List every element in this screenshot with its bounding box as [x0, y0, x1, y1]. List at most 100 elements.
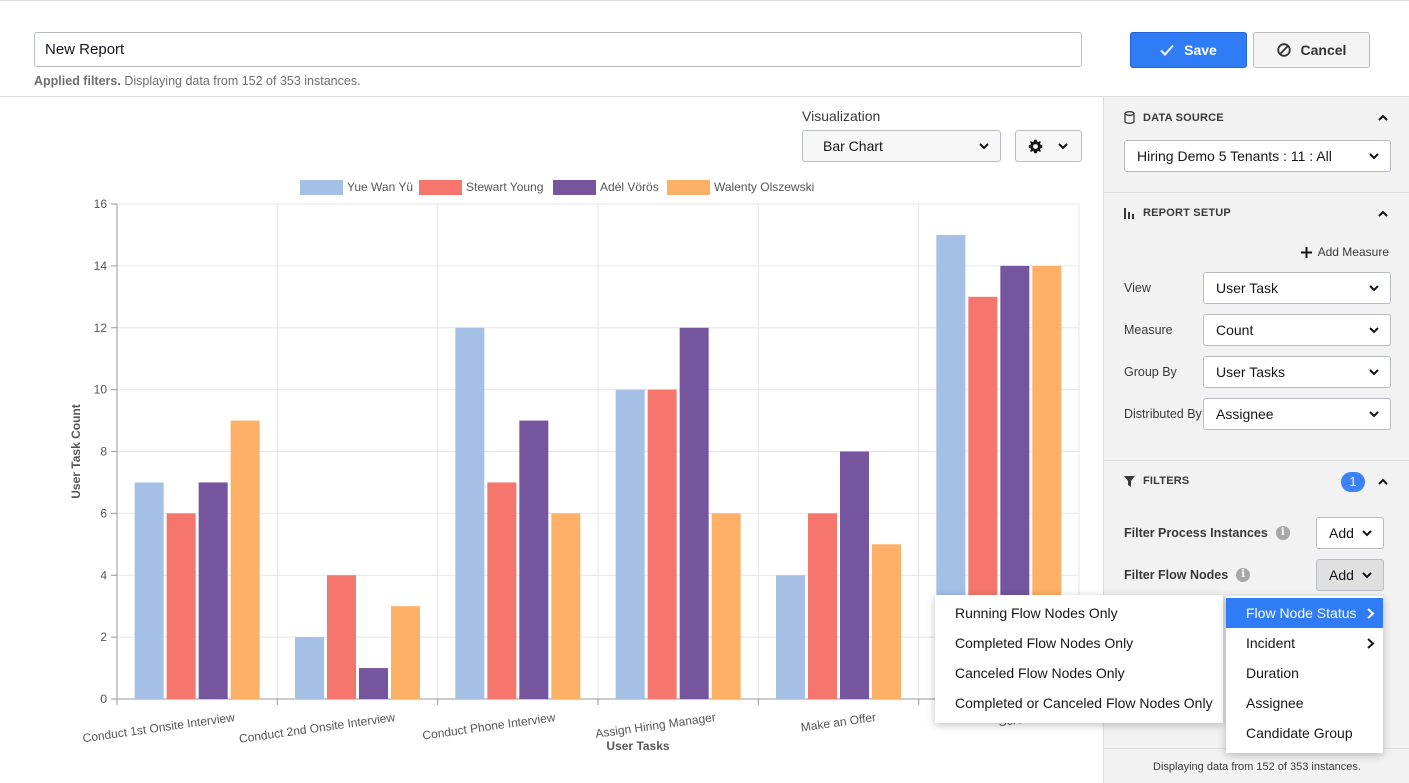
menu-item-assignee[interactable]: Assignee [1246, 695, 1304, 711]
y-tick-label: 4 [100, 568, 107, 582]
bar [487, 482, 517, 699]
chevron-right-icon [1367, 608, 1375, 619]
chevron-down-icon [1362, 572, 1372, 579]
chart-settings-button[interactable] [1015, 130, 1082, 162]
legend-label: Walenty Olszewski [714, 180, 814, 194]
instances-footer: Displaying data from 152 of 353 instance… [1104, 748, 1409, 783]
bar [166, 513, 196, 699]
chevron-up-icon[interactable] [1377, 476, 1389, 488]
x-tick-label: Make an Offer [800, 710, 877, 734]
bar [872, 544, 901, 699]
chevron-right-icon [1367, 638, 1375, 649]
add-flow-node-filter-select[interactable]: Add [1316, 559, 1384, 591]
distributed-by-select[interactable]: Assignee [1203, 398, 1391, 430]
menu-item-candidate-group[interactable]: Candidate Group [1246, 725, 1353, 741]
y-tick-label: 16 [94, 197, 108, 211]
save-button[interactable]: Save [1130, 32, 1247, 68]
chevron-down-icon [1369, 411, 1379, 418]
visualization-value: Bar Chart [823, 138, 883, 154]
filters-header[interactable]: FILTERS [1124, 475, 1189, 487]
bar [711, 513, 741, 699]
info-icon[interactable]: i [1275, 526, 1290, 540]
x-tick-label: Conduct Phone Interview [422, 710, 557, 743]
bar [455, 327, 485, 699]
filter-process-instances-label: Filter Process Instances [1124, 526, 1268, 540]
legend-label: Adél Vörös [600, 180, 659, 194]
group-by-select[interactable]: User Tasks [1203, 356, 1391, 388]
menu-item-canceled-only[interactable]: Canceled Flow Nodes Only [955, 665, 1125, 681]
menu-item-incident[interactable]: Incident [1226, 628, 1383, 658]
legend-swatch [553, 180, 596, 195]
measure-select[interactable]: Count [1203, 314, 1391, 346]
bar [198, 482, 228, 699]
menu-item-running-only[interactable]: Running Flow Nodes Only [955, 605, 1118, 621]
menu-item-completed-or-canceled[interactable]: Completed or Canceled Flow Nodes Only [955, 695, 1213, 711]
section-divider [1104, 192, 1409, 193]
bar [615, 389, 645, 699]
info-icon[interactable]: i [1236, 568, 1251, 582]
distributed-by-label: Distributed By [1124, 407, 1202, 421]
flow-node-status-submenu: Running Flow Nodes Only Completed Flow N… [935, 595, 1223, 723]
report-setup-title: REPORT SETUP [1143, 207, 1231, 219]
y-axis-title: User Task Count [69, 404, 83, 498]
filter-flow-nodes-label: Filter Flow Nodes [1124, 568, 1229, 582]
legend-label: Stewart Young [466, 180, 543, 194]
chevron-up-icon[interactable] [1377, 112, 1389, 124]
filter-count-badge: 1 [1341, 472, 1365, 492]
visualization-label: Visualization [802, 108, 881, 124]
y-tick-label: 6 [100, 506, 107, 520]
chevron-down-icon [1369, 327, 1379, 334]
add-label: Add [1329, 567, 1354, 583]
bar [359, 668, 388, 699]
bar [295, 637, 324, 699]
menu-item-flow-node-status[interactable]: Flow Node Status [1226, 598, 1383, 628]
bar [776, 575, 805, 699]
view-value: User Task [1216, 280, 1278, 296]
chevron-down-icon [1369, 153, 1379, 160]
add-process-filter-select[interactable]: Add [1316, 517, 1384, 549]
x-tick-label: Conduct 2nd Onsite Interview [238, 710, 396, 746]
measure-label: Measure [1124, 323, 1173, 337]
y-tick-label: 14 [94, 259, 108, 273]
view-select[interactable]: User Task [1203, 272, 1391, 304]
chevron-down-icon [1369, 369, 1379, 376]
filters-title: FILTERS [1143, 475, 1190, 487]
applied-filters-label: Applied filters. [34, 74, 121, 88]
group-by-label: Group By [1124, 365, 1177, 379]
bar [840, 451, 869, 699]
flow-node-filter-menu: Flow Node Status Incident Duration Assig… [1226, 596, 1383, 753]
menu-item-completed-only[interactable]: Completed Flow Nodes Only [955, 635, 1134, 651]
cancel-icon [1276, 43, 1291, 57]
report-name-input[interactable] [34, 32, 1082, 67]
data-source-header[interactable]: DATA SOURCE [1124, 111, 1224, 124]
data-source-select[interactable]: Hiring Demo 5 Tenants : 11 : All [1124, 140, 1391, 172]
report-setup-header[interactable]: REPORT SETUP [1124, 207, 1231, 219]
legend-swatch [667, 180, 710, 195]
chevron-up-icon[interactable] [1377, 208, 1389, 220]
filter-process-instances: Filter Process Instances i [1124, 526, 1290, 540]
add-label: Add [1329, 525, 1354, 541]
bar [808, 513, 837, 699]
plus-icon [1300, 246, 1312, 258]
applied-filters-text: Displaying data from 152 of 353 instance… [124, 74, 361, 88]
cancel-button[interactable]: Cancel [1253, 32, 1370, 68]
legend-swatch [419, 180, 462, 195]
y-tick-label: 8 [100, 445, 107, 459]
save-label: Save [1184, 42, 1217, 58]
top-border [0, 0, 1409, 1]
chevron-down-icon [1369, 285, 1379, 292]
y-tick-label: 2 [100, 630, 107, 644]
bar [230, 420, 260, 699]
bar [134, 482, 164, 699]
x-tick-label: Assign Hiring Manager [594, 710, 716, 741]
legend-swatch [300, 180, 343, 195]
menu-item-label: Flow Node Status [1246, 605, 1357, 621]
x-axis-title: User Tasks [606, 739, 669, 753]
cancel-label: Cancel [1300, 42, 1347, 58]
data-source-value: Hiring Demo 5 Tenants : 11 : All [1137, 148, 1332, 164]
bar [647, 389, 677, 699]
menu-item-duration[interactable]: Duration [1246, 665, 1299, 681]
add-measure-button[interactable]: Add Measure [1300, 245, 1389, 259]
checkmark-icon [1160, 44, 1174, 56]
visualization-select[interactable]: Bar Chart [802, 130, 1001, 162]
